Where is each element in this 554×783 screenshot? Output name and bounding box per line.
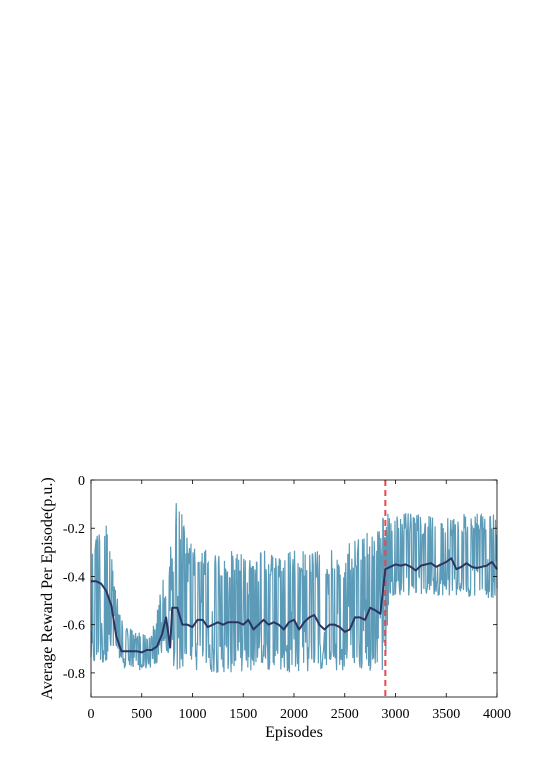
x-tick-label: 4000	[483, 707, 511, 722]
x-tick-label: 500	[131, 707, 152, 722]
smoothed-reward-line	[91, 557, 498, 654]
y-axis-ticks: -0.8 -0.6 -0.4 -0.2 0	[63, 474, 497, 682]
x-tick-label: 2500	[331, 707, 359, 722]
raw-reward-series	[90, 503, 498, 673]
x-tick-label: 3500	[432, 707, 460, 722]
x-tick-label: 0	[88, 707, 95, 722]
y-tick-label: -0.6	[63, 619, 85, 634]
x-axis-ticks: 0 500 1000 1500 2000 2500 3000 3500 4000	[88, 480, 511, 722]
y-tick-label: 0	[78, 474, 85, 489]
x-tick-label: 2000	[280, 707, 308, 722]
x-tick-label: 3000	[382, 707, 410, 722]
y-tick-label: -0.4	[63, 570, 85, 585]
y-tick-label: -0.8	[63, 667, 85, 682]
smoothed-reward-series	[91, 557, 498, 654]
raw-reward-band	[90, 503, 498, 673]
y-axis-label: Average Reward Per Episode(p.u.)	[39, 477, 56, 699]
x-tick-label: 1000	[179, 707, 207, 722]
x-tick-label: 1500	[229, 707, 257, 722]
x-axis-label: Episodes	[265, 724, 323, 741]
y-tick-label: -0.2	[63, 522, 85, 537]
